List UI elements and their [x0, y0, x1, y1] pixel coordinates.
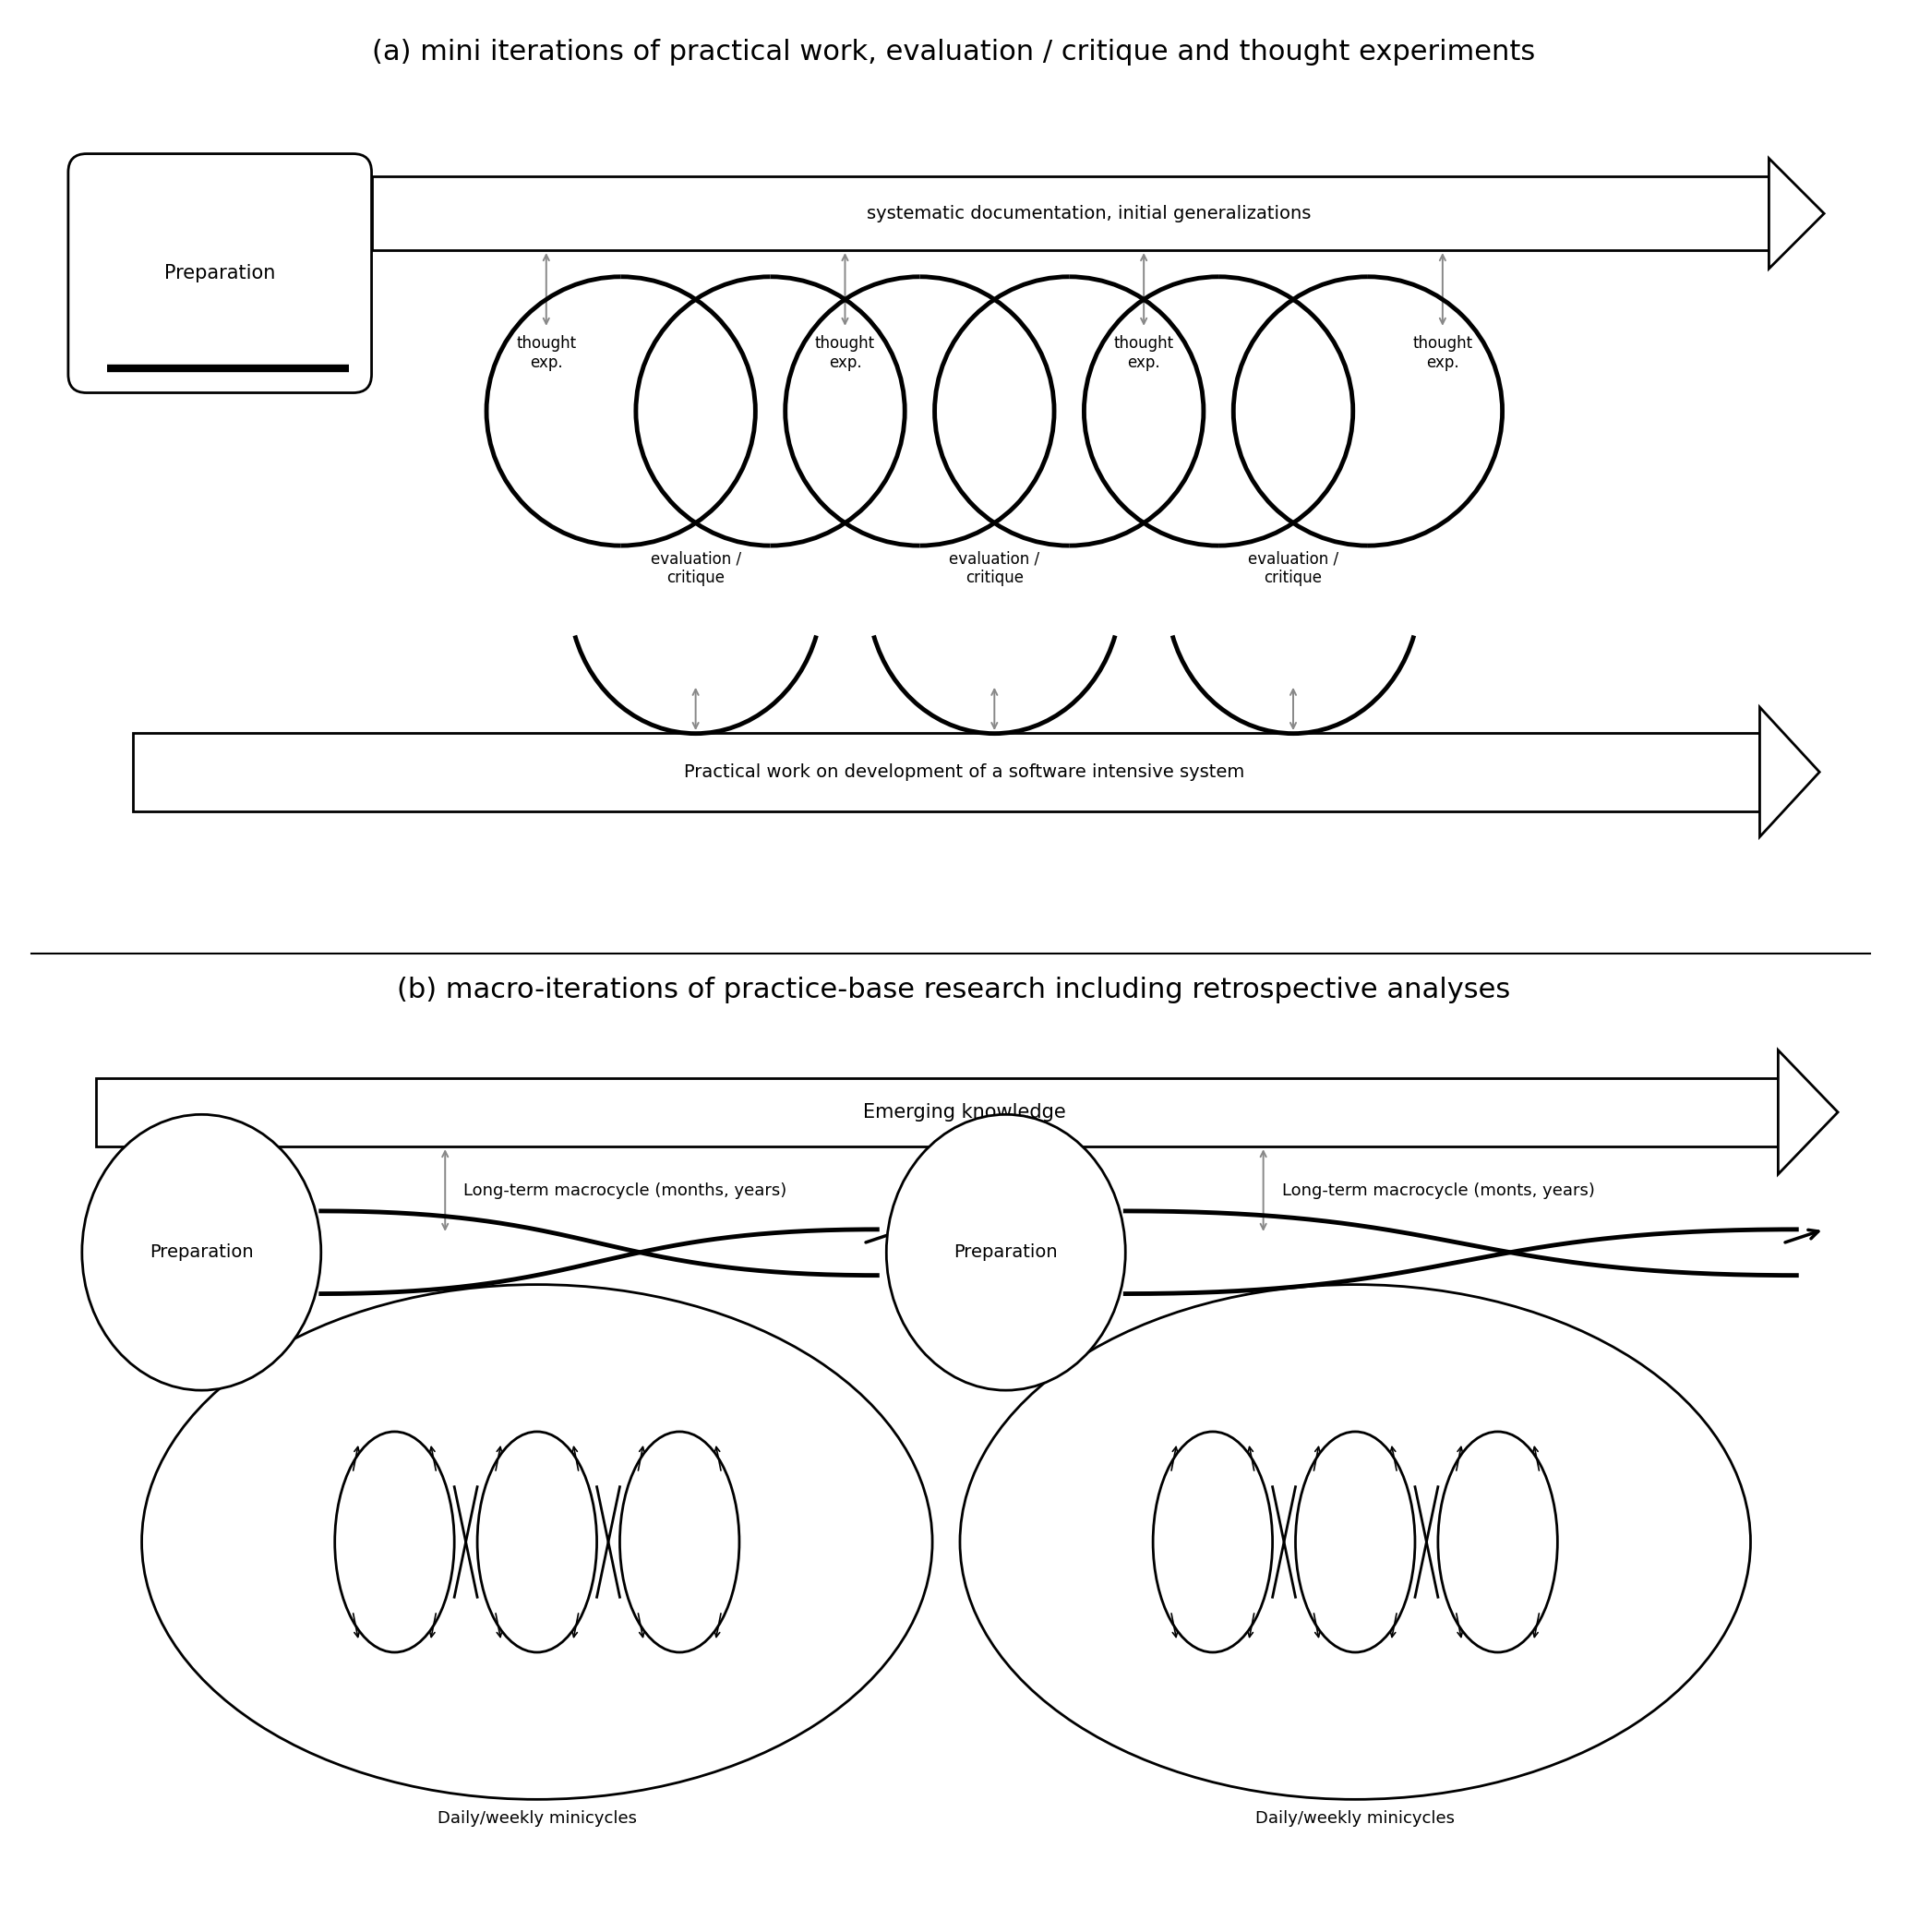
Polygon shape: [1760, 707, 1819, 837]
Text: thought
exp.: thought exp.: [1413, 334, 1472, 371]
Text: practical
experience: practical experience: [652, 738, 738, 775]
Text: Long-term macrocycle (monts, years): Long-term macrocycle (monts, years): [1282, 1182, 1594, 1198]
Text: practical
experience: practical experience: [952, 738, 1037, 775]
Text: Long-term macrocycle (months, years): Long-term macrocycle (months, years): [463, 1182, 788, 1198]
Polygon shape: [1770, 158, 1825, 269]
Ellipse shape: [82, 1115, 320, 1391]
Text: thought
exp.: thought exp.: [517, 334, 576, 371]
Text: thought
exp.: thought exp.: [1114, 334, 1175, 371]
Polygon shape: [133, 732, 1760, 811]
Polygon shape: [95, 1078, 1777, 1148]
Text: evaluation /
critique: evaluation / critique: [1247, 551, 1339, 585]
Text: Preparation: Preparation: [164, 265, 275, 282]
Text: thought
exp.: thought exp.: [814, 334, 875, 371]
Text: practical
experience: practical experience: [1251, 738, 1335, 775]
Text: Preparation: Preparation: [954, 1244, 1058, 1262]
Text: (a) mini iterations of practical work, evaluation / critique and thought experim: (a) mini iterations of practical work, e…: [372, 39, 1535, 66]
Text: Daily/weekly minicycles: Daily/weekly minicycles: [437, 1810, 637, 1828]
Text: Daily/weekly minicycles: Daily/weekly minicycles: [1255, 1810, 1455, 1828]
FancyBboxPatch shape: [69, 155, 372, 392]
Polygon shape: [372, 176, 1770, 251]
Text: Practical work on development of a software intensive system: Practical work on development of a softw…: [685, 763, 1245, 781]
Polygon shape: [1777, 1051, 1838, 1175]
Text: evaluation /
critique: evaluation / critique: [650, 551, 742, 585]
Text: Emerging knowledge: Emerging knowledge: [864, 1103, 1066, 1121]
Text: systematic documentation, initial generalizations: systematic documentation, initial genera…: [866, 205, 1310, 222]
Ellipse shape: [887, 1115, 1125, 1391]
Text: Preparation: Preparation: [149, 1244, 254, 1262]
Text: (b) macro-iterations of practice-base research including retrospective analyses: (b) macro-iterations of practice-base re…: [397, 976, 1510, 1003]
Text: evaluation /
critique: evaluation / critique: [950, 551, 1039, 585]
